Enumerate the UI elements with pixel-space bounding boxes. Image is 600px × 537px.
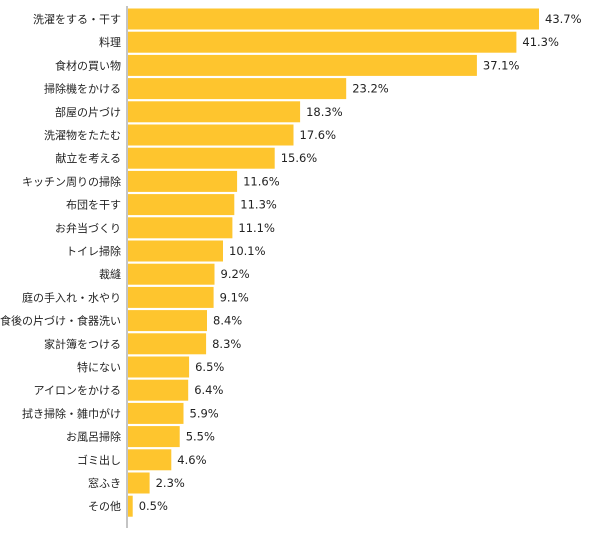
bar	[128, 310, 207, 332]
category-label: トイレ掃除	[66, 244, 121, 258]
value-label: 5.5%	[186, 430, 215, 444]
category-label: キッチン周りの掃除	[22, 174, 121, 188]
category-label: アイロンをかける	[34, 384, 121, 397]
bar	[128, 263, 215, 285]
value-label: 6.4%	[194, 383, 223, 397]
category-label: 家計簿をつける	[44, 337, 121, 351]
bar	[128, 124, 294, 146]
category-labels-group: 洗濯をする・干す料理食材の買い物掃除機をかける部屋の片づけ洗濯物をたたむ献立を考…	[0, 13, 121, 513]
value-label: 8.4%	[213, 314, 242, 328]
bar	[128, 147, 275, 169]
bar	[128, 379, 189, 401]
bar	[128, 426, 180, 448]
category-label: 料理	[99, 35, 121, 49]
category-label: 洗濯物をたたむ	[44, 128, 121, 142]
bar	[128, 449, 172, 471]
bar	[128, 356, 190, 378]
bar	[128, 170, 238, 192]
value-label: 15.6%	[281, 151, 318, 165]
category-label: その他	[88, 500, 121, 513]
category-label: お風呂掃除	[66, 430, 121, 444]
value-label: 18.3%	[306, 105, 343, 119]
category-label: 裁縫	[99, 267, 121, 281]
value-label: 11.6%	[243, 174, 280, 188]
category-label: 窓ふき	[88, 476, 121, 490]
category-label: 拭き掃除・雑巾がけ	[22, 406, 121, 420]
value-label: 0.5%	[139, 499, 168, 513]
bar	[128, 101, 301, 123]
category-label: 特にない	[77, 360, 121, 374]
bar	[128, 31, 517, 53]
bar	[128, 8, 539, 30]
category-label: 食材の買い物	[55, 58, 121, 72]
value-label: 11.1%	[238, 221, 275, 235]
category-label: ゴミ出し	[77, 453, 121, 467]
category-label: 献立を考える	[55, 151, 121, 165]
value-label: 41.3%	[522, 35, 559, 49]
value-label: 4.6%	[177, 453, 206, 467]
value-label: 5.9%	[190, 406, 219, 420]
bar	[128, 78, 347, 100]
category-label: 食後の片づけ・食器洗い	[0, 314, 121, 328]
bar	[128, 286, 214, 308]
value-label: 37.1%	[483, 58, 520, 72]
bars-group	[128, 8, 539, 517]
value-labels-group: 43.7% 41.3%37.1% 23.2% 18.3% 17.6% 15.6%11.6%…	[139, 12, 582, 513]
bar	[128, 240, 223, 262]
value-label: 10.1%	[229, 244, 266, 258]
bar	[128, 194, 235, 216]
category-label: 庭の手入れ・水やり	[22, 290, 121, 304]
category-label: 布団を干す	[66, 199, 121, 212]
value-label: 6.5%	[195, 360, 224, 374]
bar	[128, 472, 150, 494]
bar	[128, 333, 207, 355]
value-label: 17.6%	[300, 128, 337, 142]
category-label: 洗濯をする・干す	[33, 13, 121, 26]
value-label: 2.3%	[156, 476, 185, 490]
value-label: 8.3%	[212, 337, 241, 351]
value-label: 11.3%	[240, 198, 277, 212]
category-label: 部屋の片づけ	[55, 105, 121, 119]
bar	[128, 217, 233, 239]
value-label: 9.2%	[221, 267, 250, 281]
category-label: お弁当づくり	[55, 221, 121, 235]
value-label: 9.1%	[220, 290, 249, 304]
bar	[128, 495, 133, 517]
bar	[128, 54, 477, 76]
category-label: 掃除機をかける	[44, 82, 121, 96]
bar	[128, 402, 184, 424]
value-label: 43.7%	[545, 12, 582, 26]
value-label: 23.2%	[352, 82, 389, 96]
